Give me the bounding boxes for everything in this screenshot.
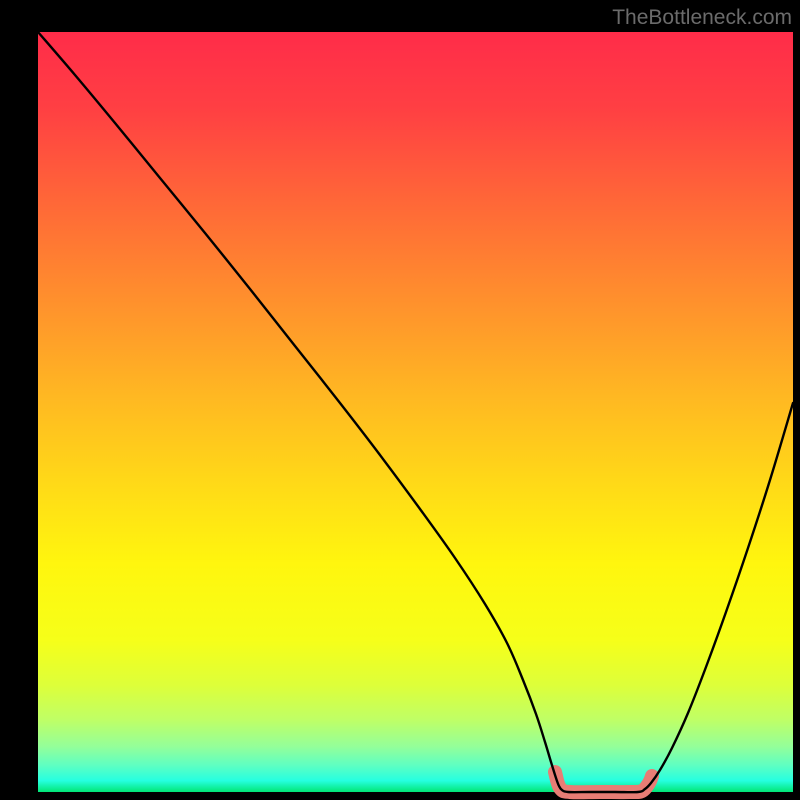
gradient-background bbox=[38, 32, 793, 792]
bottleneck-curve-chart bbox=[0, 0, 800, 800]
watermark-text: TheBottleneck.com bbox=[612, 6, 792, 30]
chart-container bbox=[0, 0, 800, 800]
